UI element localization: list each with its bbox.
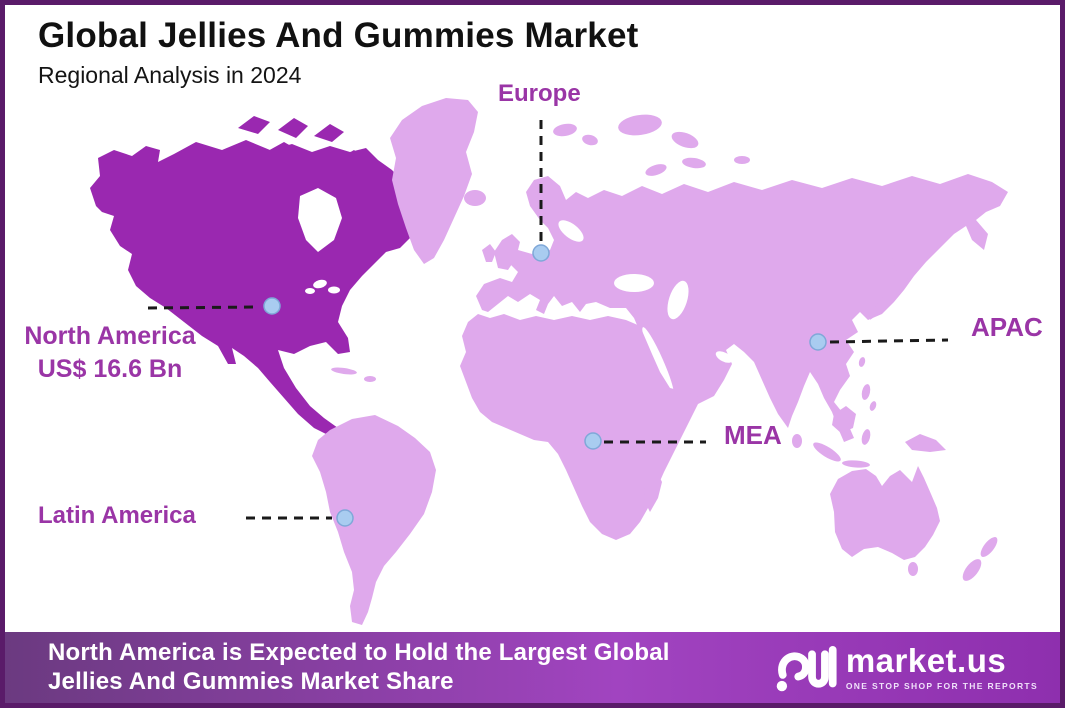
hudson-bay <box>298 188 342 252</box>
baffin-island <box>334 150 370 176</box>
label-mea: MEA <box>724 420 782 450</box>
footer-headline: North America is Expected to Hold the La… <box>48 639 670 696</box>
japan <box>870 256 914 320</box>
arctic-island <box>582 134 598 146</box>
footer-banner: North America is Expected to Hold the La… <box>5 632 1060 703</box>
ireland <box>482 244 496 262</box>
north-america-marker-icon <box>263 297 281 315</box>
sakhalin <box>892 244 901 272</box>
apac-callout-line <box>829 338 949 344</box>
novaya-zemlya <box>671 131 699 149</box>
label-north-america: North America US$ 16.6 Bn <box>5 320 215 386</box>
philippines <box>861 384 871 400</box>
persian-gulf <box>715 351 733 363</box>
taiwan <box>858 357 866 367</box>
mea-marker-icon <box>584 432 602 450</box>
marketus-logo: market.us ONE STOP SHOP FOR THE REPORTS <box>775 640 1038 696</box>
north-america-callout-line <box>147 305 260 310</box>
caspian-sea <box>667 280 689 320</box>
arctic-island <box>266 142 298 160</box>
new-guinea <box>905 434 946 452</box>
page-title: Global Jellies And Gummies Market <box>38 16 639 55</box>
north-america-value: US$ 16.6 Bn <box>37 355 183 383</box>
label-latin-america: Latin America <box>38 502 196 529</box>
baltic-sea <box>558 220 584 242</box>
marketus-logo-text: market.us ONE STOP SHOP FOR THE REPORTS <box>846 644 1038 691</box>
java <box>842 460 870 468</box>
great-lake <box>328 286 340 294</box>
eurasia-landmass <box>476 174 1008 442</box>
latin-america-marker-icon <box>336 509 354 527</box>
great-lake <box>305 288 315 294</box>
south-america-landmass <box>312 415 436 625</box>
australia-landmass <box>830 466 940 560</box>
greenland-landmass <box>390 98 478 264</box>
label-apac: APAC <box>971 312 1043 342</box>
arctic-island <box>278 118 308 138</box>
tasmania <box>908 562 918 576</box>
footer-headline-line1: North America is Expected to Hold the La… <box>48 639 670 666</box>
madagascar <box>644 470 662 512</box>
footer-headline-line2: Jellies And Gummies Market Share <box>48 667 454 695</box>
europe-marker-icon <box>532 244 550 262</box>
marketus-logo-icon <box>776 645 837 691</box>
red-sea <box>642 327 674 395</box>
arctic-island <box>734 156 750 164</box>
cuba <box>331 367 357 375</box>
north-america-landmass <box>90 140 418 436</box>
hispaniola <box>364 376 376 382</box>
arctic-island <box>314 124 344 142</box>
logo-name: market.us <box>845 642 1007 679</box>
sulawesi <box>861 429 871 445</box>
arctic-island <box>238 116 270 134</box>
svalbard <box>553 123 577 137</box>
great-lake <box>313 279 327 289</box>
africa-landmass <box>460 314 700 540</box>
arctic-island <box>682 157 706 169</box>
sri-lanka <box>792 434 802 448</box>
franz-josef-land <box>618 114 662 136</box>
philippines <box>869 401 877 411</box>
label-europe: Europe <box>498 80 581 107</box>
sumatra <box>813 442 841 462</box>
iceland <box>464 190 486 206</box>
black-sea <box>614 274 654 292</box>
new-zealand-north <box>980 537 998 557</box>
new-zealand-south <box>962 559 982 581</box>
borneo <box>832 406 856 433</box>
north-america-name: North America <box>24 322 196 350</box>
great-britain <box>494 234 520 270</box>
arctic-island <box>645 164 667 176</box>
logo-tagline: ONE STOP SHOP FOR THE REPORTS <box>845 681 1038 691</box>
apac-marker-icon <box>809 333 827 351</box>
page-subtitle: Regional Analysis in 2024 <box>38 62 302 88</box>
